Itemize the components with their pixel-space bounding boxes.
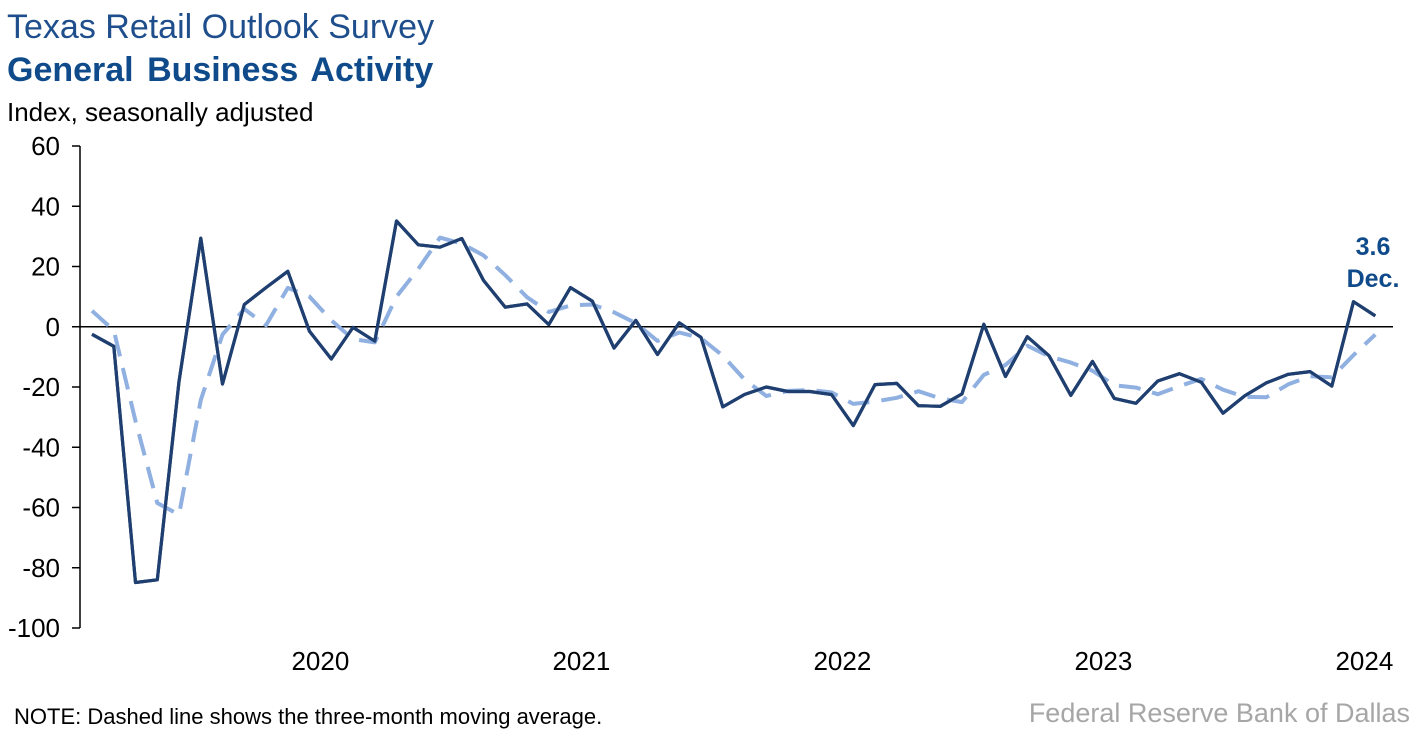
y-tick-label: -20: [22, 372, 60, 402]
actual-index-line-overlay: [91, 219, 1377, 585]
chart-note: NOTE: Dashed line shows the three-month …: [14, 704, 603, 729]
x-tick-label: 2020: [291, 646, 349, 676]
moving-average-line: [90, 235, 1377, 517]
source-credit: Federal Reserve Bank of Dallas: [1028, 698, 1410, 728]
y-tick-label: 40: [31, 191, 60, 221]
y-tick-label: 0: [46, 312, 60, 342]
y-tick-label: -80: [22, 553, 60, 583]
y-tick-label: -40: [22, 432, 60, 462]
y-tick-label: -100: [8, 613, 60, 643]
latest-month-label: Dec.: [1347, 265, 1400, 293]
x-tick-label: 2024: [1335, 646, 1393, 676]
chart-title: Texas Retail Outlook Survey: [7, 8, 435, 46]
y-tick-label: -60: [22, 493, 60, 523]
y-tick-label: 20: [31, 252, 60, 282]
x-tick-label: 2022: [813, 646, 871, 676]
chart-subtitle: General Business Activity: [7, 51, 434, 89]
x-tick-label: 2023: [1074, 646, 1132, 676]
y-axis-label: Index, seasonally adjusted: [7, 97, 314, 127]
y-tick-label: 60: [31, 131, 60, 161]
x-tick-label: 2021: [552, 646, 610, 676]
latest-value-label: 3.6: [1356, 233, 1391, 261]
